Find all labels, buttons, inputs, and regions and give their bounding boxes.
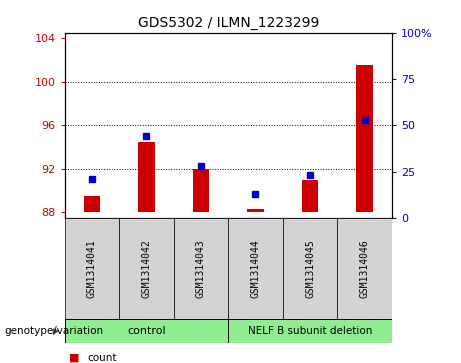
Text: genotype/variation: genotype/variation (5, 326, 104, 336)
Bar (302, 180, 318, 212)
Text: count: count (88, 352, 117, 363)
Text: ■: ■ (69, 352, 80, 363)
Text: GSM1314041: GSM1314041 (87, 239, 97, 298)
Bar (138, 142, 154, 212)
Bar (193, 169, 209, 212)
Bar (174, 218, 228, 319)
Bar (228, 218, 283, 319)
Bar (356, 65, 373, 212)
Bar (83, 196, 100, 212)
Bar (65, 319, 228, 343)
Bar (65, 218, 119, 319)
Bar (228, 319, 392, 343)
Text: GSM1314046: GSM1314046 (360, 239, 370, 298)
Bar (119, 218, 174, 319)
Text: GSM1314044: GSM1314044 (250, 239, 260, 298)
Bar (337, 218, 392, 319)
Bar (247, 209, 264, 212)
Text: control: control (127, 326, 165, 336)
Bar (283, 218, 337, 319)
Text: GSM1314042: GSM1314042 (142, 239, 151, 298)
Text: GSM1314043: GSM1314043 (196, 239, 206, 298)
Text: NELF B subunit deletion: NELF B subunit deletion (248, 326, 372, 336)
Text: GSM1314045: GSM1314045 (305, 239, 315, 298)
Title: GDS5302 / ILMN_1223299: GDS5302 / ILMN_1223299 (137, 16, 319, 30)
